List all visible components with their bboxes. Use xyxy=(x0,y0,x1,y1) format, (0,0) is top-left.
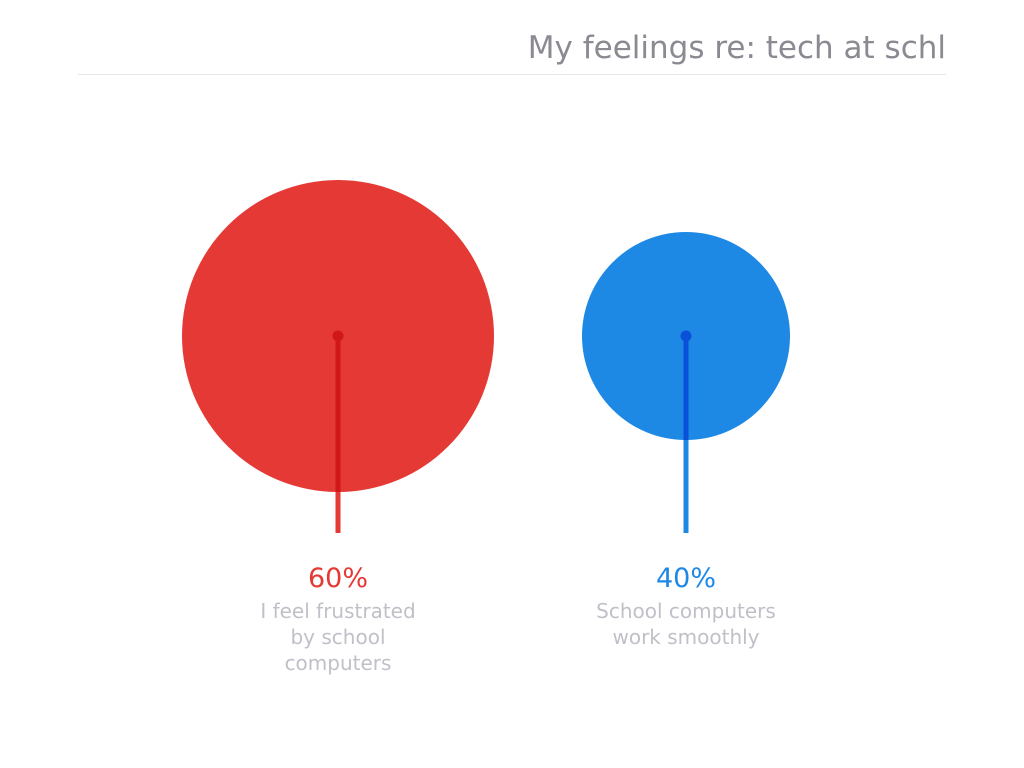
center-dot xyxy=(332,330,344,342)
value-label: 40% xyxy=(655,563,716,594)
value-label: 60% xyxy=(307,563,368,594)
category-label: I feel frustrated by school computers xyxy=(260,599,416,675)
chart-title: My feelings re: tech at schl xyxy=(527,30,946,66)
center-dot xyxy=(680,330,692,342)
category-label: School computers work smoothly xyxy=(596,599,776,649)
title-rule xyxy=(78,74,946,75)
